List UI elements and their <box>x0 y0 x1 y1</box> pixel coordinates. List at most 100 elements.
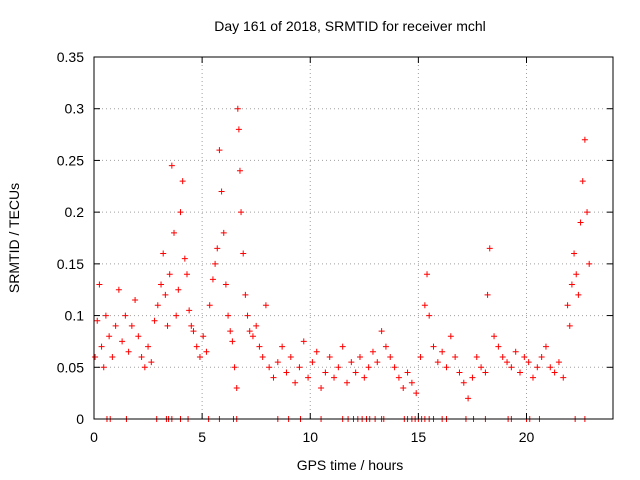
y-tick-label: 0 <box>76 411 84 427</box>
data-point <box>560 374 567 381</box>
data-point <box>249 333 256 340</box>
data-point <box>478 364 485 371</box>
data-point <box>238 209 245 216</box>
data-point <box>151 317 158 324</box>
data-point <box>209 276 216 283</box>
data-point <box>183 271 190 278</box>
data-point <box>128 322 135 329</box>
data-point <box>225 312 232 319</box>
data-point <box>220 229 227 236</box>
data-point <box>517 369 524 376</box>
data-point <box>424 271 431 278</box>
data-point <box>148 359 155 366</box>
y-tick-label: 0.25 <box>57 152 84 168</box>
data-point <box>132 297 139 304</box>
data-point <box>212 260 219 267</box>
data-point <box>348 359 355 366</box>
data-point <box>138 353 145 360</box>
data-point <box>584 209 591 216</box>
data-point <box>579 178 586 185</box>
data-point <box>206 302 213 309</box>
data-point <box>168 162 175 169</box>
y-tick-label: 0.3 <box>65 101 85 117</box>
data-point <box>352 369 359 376</box>
data-point <box>309 359 316 366</box>
data-point <box>164 322 171 329</box>
data-point <box>339 343 346 350</box>
data-point <box>233 384 240 391</box>
data-point <box>200 333 207 340</box>
data-point <box>430 343 437 350</box>
data-point <box>575 291 582 298</box>
y-tick-label: 0.05 <box>57 359 84 375</box>
data-point <box>318 384 325 391</box>
x-tick-labels: 0 5 10 15 20 <box>90 429 534 445</box>
data-point <box>292 379 299 386</box>
data-point <box>227 328 234 335</box>
data-point <box>186 307 193 314</box>
data-point <box>279 343 286 350</box>
data-point <box>460 379 467 386</box>
data-point <box>512 348 519 355</box>
chart-title: Day 161 of 2018, SRMTID for receiver mch… <box>214 18 486 34</box>
data-point <box>262 302 269 309</box>
data-point <box>499 353 506 360</box>
data-point <box>529 374 536 381</box>
data-point <box>555 359 562 366</box>
data-point <box>115 286 122 293</box>
data-point <box>240 250 247 257</box>
data-point <box>452 353 459 360</box>
data-point <box>162 291 169 298</box>
data-point <box>270 374 277 381</box>
data-point <box>188 322 195 329</box>
data-point <box>395 374 402 381</box>
data-point <box>421 302 428 309</box>
data-point <box>160 250 167 257</box>
y-tick-label: 0.15 <box>57 256 84 272</box>
data-point <box>283 369 290 376</box>
data-point <box>426 312 433 319</box>
data-point <box>193 343 200 350</box>
data-point <box>106 333 113 340</box>
data-point <box>391 364 398 371</box>
data-point <box>175 286 182 293</box>
data-point <box>305 374 312 381</box>
data-point <box>564 302 571 309</box>
data-point <box>508 364 515 371</box>
data-point <box>547 364 554 371</box>
data-point <box>491 333 498 340</box>
data-point <box>581 136 588 143</box>
data-point <box>177 209 184 216</box>
data-point <box>100 364 107 371</box>
data-point <box>92 353 99 360</box>
data-point <box>344 379 351 386</box>
y-tick-labels: 0 0.05 0.1 0.15 0.2 0.25 0.3 0.35 <box>57 49 84 427</box>
data-point <box>504 359 511 366</box>
data-point <box>96 281 103 288</box>
data-point <box>322 369 329 376</box>
data-point <box>242 291 249 298</box>
data-point <box>94 317 101 324</box>
data-point <box>378 328 385 335</box>
data-point <box>274 359 281 366</box>
data-point <box>361 374 368 381</box>
data-point <box>266 364 273 371</box>
x-tick-label: 20 <box>519 429 535 445</box>
data-point <box>568 281 575 288</box>
data-point <box>465 395 472 402</box>
data-point <box>374 359 381 366</box>
data-point <box>313 348 320 355</box>
data-point <box>98 343 105 350</box>
data-point <box>534 364 541 371</box>
data-point <box>369 348 376 355</box>
data-point <box>356 353 363 360</box>
data-point <box>456 369 463 376</box>
y-tick-label: 0.35 <box>57 49 84 65</box>
data-point <box>141 364 148 371</box>
data-point <box>335 364 342 371</box>
data-point <box>586 260 593 267</box>
x-axis-label: GPS time / hours <box>297 457 404 473</box>
data-point <box>439 348 446 355</box>
y-tick-label: 0.2 <box>65 204 85 220</box>
